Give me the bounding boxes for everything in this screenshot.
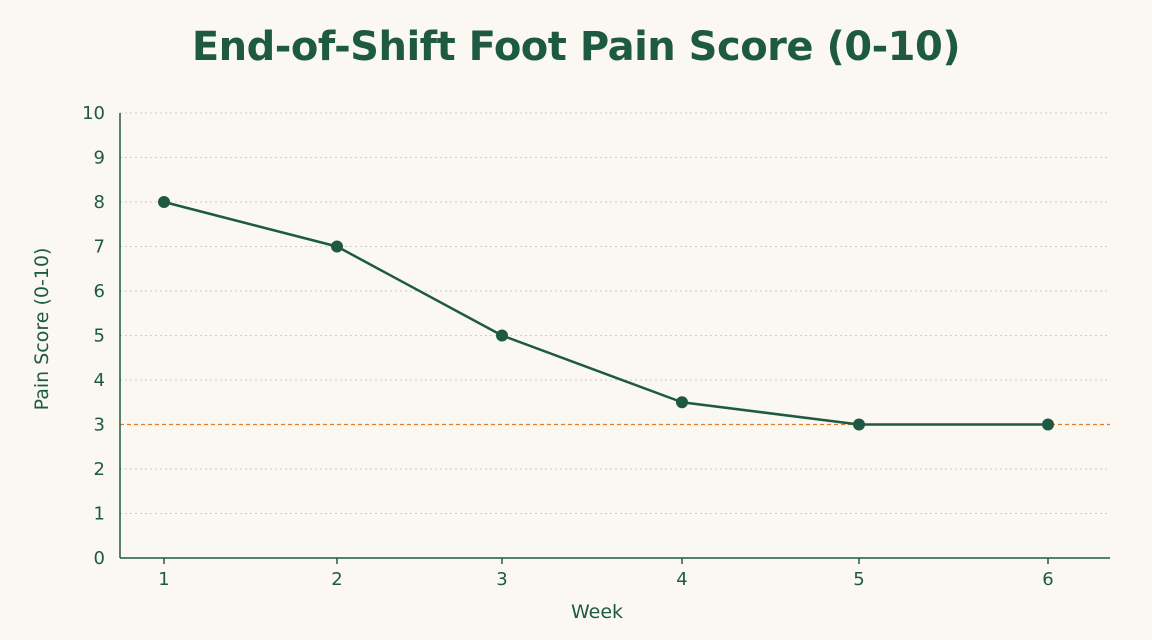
data-point: [1042, 418, 1054, 431]
x-tick-label: 3: [496, 569, 507, 590]
series-lines: [163, 200, 1048, 426]
axes: [119, 113, 1110, 559]
y-tick-label: 1: [94, 504, 105, 525]
data-point: [676, 396, 688, 409]
y-tick-label: 0: [94, 548, 105, 569]
y-tick-label: 9: [94, 148, 105, 169]
data-point: [853, 418, 865, 431]
grid-lines: [120, 112, 1110, 514]
y-tick-label: 10: [82, 103, 105, 124]
series-line: [163, 200, 1048, 426]
data-point: [331, 240, 343, 253]
y-tick-label: 6: [94, 281, 105, 302]
x-axis-title: Week: [571, 601, 623, 623]
y-tick-labels: 0 1 2 3 4 5 6 7 8 9 10: [82, 103, 105, 569]
data-points: [158, 196, 1054, 431]
y-axis-title: Pain Score (0-10): [31, 248, 53, 411]
y-tick-label: 4: [94, 370, 105, 391]
data-point: [158, 196, 170, 208]
data-point: [496, 329, 508, 342]
y-tick-label: 8: [94, 192, 105, 213]
y-tick-label: 2: [94, 459, 105, 480]
x-tick-label: 2: [331, 569, 342, 590]
x-tick-labels: 1 2 3 4 5 6: [158, 558, 1054, 590]
y-tick-label: 7: [94, 237, 105, 258]
y-tick-label: 5: [94, 326, 105, 347]
x-tick-label: 4: [676, 569, 687, 590]
x-tick-label: 1: [158, 569, 169, 590]
y-tick-label: 3: [94, 415, 105, 436]
x-tick-label: 5: [853, 569, 864, 590]
chart-title: End-of-Shift Foot Pain Score (0-10): [191, 24, 961, 70]
x-tick-label: 6: [1042, 569, 1053, 590]
